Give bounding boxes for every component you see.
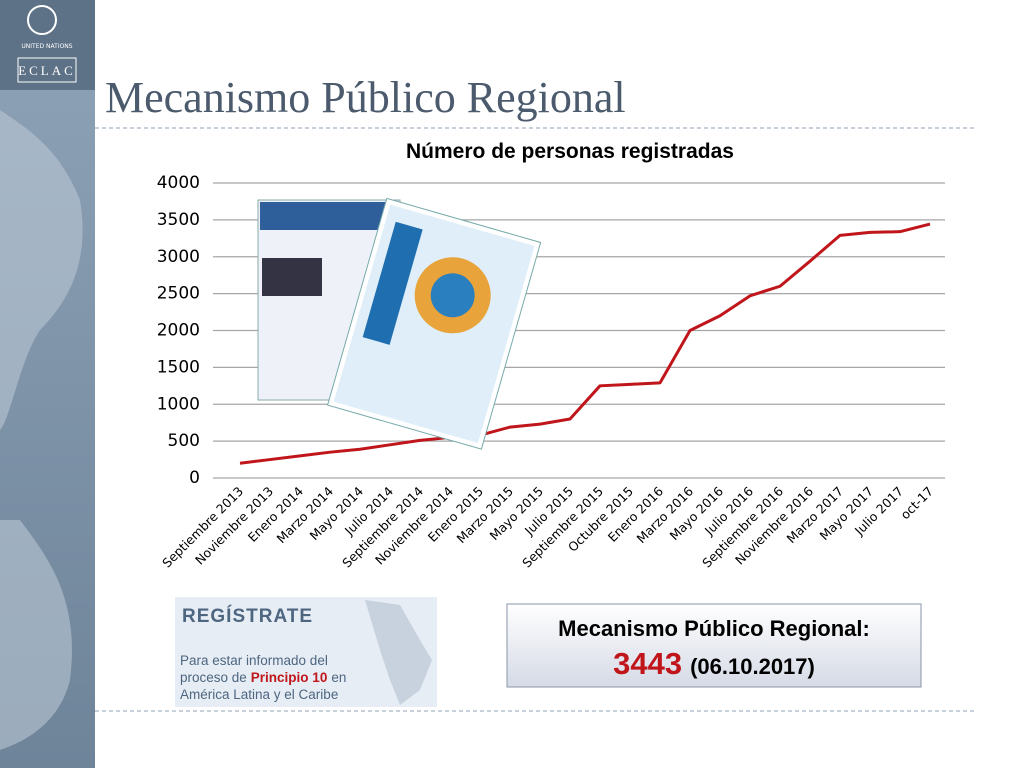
x-tick-label: oct-17 <box>897 484 936 523</box>
y-tick-label: 0 <box>189 468 200 488</box>
register-banner: REGÍSTRATE Para estar informado del proc… <box>175 597 437 707</box>
summary-value: 3443 (06.10.2017) <box>613 646 815 681</box>
chart-title: Número de personas registradas <box>406 140 734 163</box>
summary-date: (06.10.2017) <box>690 654 815 679</box>
register-text: en <box>331 670 346 685</box>
summary-label: Mecanismo Público Regional: <box>558 616 870 641</box>
register-line: América Latina y el Caribe <box>180 687 338 702</box>
logo-top: UNITED NATIONS <box>21 43 72 50</box>
y-tick-label: 500 <box>168 431 200 451</box>
register-heading: REGÍSTRATE <box>182 605 313 627</box>
logo-bottom: ECLAC <box>18 63 76 78</box>
register-line: Para estar informado del <box>180 653 328 668</box>
data-line <box>239 222 931 465</box>
poster-image <box>326 197 542 450</box>
slide-title: Mecanismo Público Regional <box>105 73 626 122</box>
y-tick-label: 1000 <box>157 394 200 414</box>
y-tick-label: 3000 <box>157 247 200 267</box>
poster-band <box>362 221 423 345</box>
summary-bg <box>506 603 922 688</box>
logo-frame <box>17 57 77 83</box>
un-emblem <box>27 5 57 35</box>
poster-wheel-center <box>430 273 475 318</box>
collage <box>257 197 542 450</box>
register-line: proceso de Principio 10 en <box>180 670 346 685</box>
y-tick-label: 1500 <box>157 357 200 377</box>
y-tick-label: 2000 <box>157 321 200 341</box>
summary-box: Mecanismo Público Regional: 3443 (06.10.2… <box>506 603 922 688</box>
chart: 05001000150020002500300035004000Septiemb… <box>157 173 945 571</box>
logo-area <box>0 0 95 90</box>
web-page-header <box>260 202 398 230</box>
y-tick-label: 3500 <box>157 210 200 230</box>
web-page-photo <box>262 258 322 296</box>
summary-count: 3443 <box>613 646 682 681</box>
y-tick-label: 4000 <box>157 173 200 193</box>
register-map <box>365 600 432 705</box>
register-text: proceso de <box>180 670 247 685</box>
sidebar-map <box>0 110 83 750</box>
y-tick-label: 2500 <box>157 284 200 304</box>
register-highlight: Principio 10 <box>251 670 328 685</box>
